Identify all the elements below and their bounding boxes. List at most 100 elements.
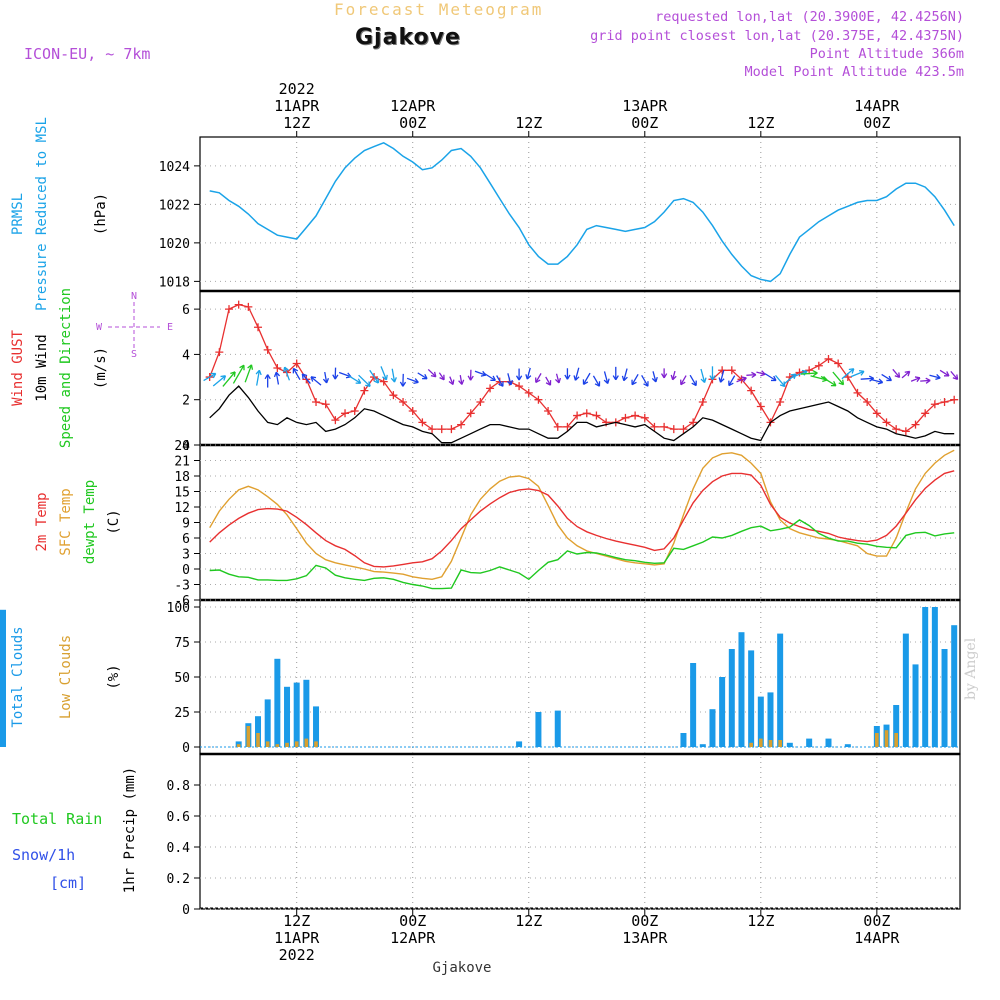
- wind-arrow: [459, 375, 463, 385]
- total-cloud-bar: [931, 607, 938, 747]
- gust-marker: [466, 409, 475, 418]
- compass-s: S: [131, 349, 137, 360]
- total-cloud-bar: [777, 633, 784, 747]
- gust-marker: [563, 422, 572, 431]
- gust-marker: [292, 359, 301, 368]
- wind-arrow: [391, 368, 396, 383]
- panel2-ytick-label-8: 18: [174, 470, 190, 485]
- wind-arrow: [449, 376, 454, 385]
- wind-arrow: [783, 373, 797, 385]
- wind-arrow: [860, 377, 874, 380]
- time-label-bottom-0-1: 11APR: [274, 929, 320, 947]
- total-cloud-bar: [303, 679, 310, 747]
- time-label-top-5-0: 14APR: [854, 97, 900, 115]
- panel0-ytick-label-3: 1024: [159, 160, 190, 175]
- gust-marker: [698, 397, 707, 406]
- time-label-top-4-0: 12Z: [747, 114, 774, 132]
- wind-arrow: [582, 372, 591, 385]
- panel2-ytick-label-9: 21: [174, 455, 190, 470]
- panel1-ytick-label-3: 6: [182, 303, 190, 318]
- wind-arrow: [746, 374, 756, 376]
- wind-arrow-head: [422, 373, 428, 380]
- total-cloud-bar: [767, 692, 774, 747]
- wind-arrow-head: [439, 374, 445, 381]
- gust-marker: [215, 348, 224, 357]
- wind-arrow: [623, 368, 628, 381]
- compass-w: W: [96, 322, 103, 333]
- total-cloud-bar: [941, 649, 948, 747]
- time-label-bottom-0-0: 12Z: [283, 912, 310, 930]
- time-label-bottom-2-0: 12Z: [515, 912, 542, 930]
- panel2-ytick-label-10: 24: [174, 439, 190, 454]
- panel3-ytick-label-4: 100: [167, 601, 190, 616]
- wind-arrow-head: [247, 364, 254, 370]
- gust-marker: [476, 397, 485, 406]
- gust-marker: [428, 425, 437, 434]
- wind-arrow-head: [332, 374, 339, 380]
- wind-arrow: [850, 370, 865, 378]
- wind-arrow: [222, 371, 236, 387]
- gust-marker: [718, 366, 727, 375]
- low-cloud-bar: [256, 733, 260, 747]
- wind-arrow: [764, 373, 777, 382]
- gust-marker: [486, 384, 495, 393]
- wind-arrow-head: [467, 375, 474, 381]
- gust-marker: [573, 411, 582, 420]
- gust-marker: [553, 422, 562, 431]
- gust-marker: [631, 411, 640, 420]
- total-cloud-bar: [699, 744, 706, 747]
- low-cloud-bar: [749, 742, 753, 747]
- wind10-line: [209, 385, 955, 444]
- panel4-ytick-label-3: 0.6: [167, 810, 190, 825]
- gust-marker: [447, 425, 456, 434]
- panel0-ytick-label-1: 1020: [159, 237, 190, 252]
- wind-arrow-head: [886, 375, 892, 382]
- gust-marker: [853, 388, 862, 397]
- gust-marker: [776, 397, 785, 406]
- gust-marker: [814, 361, 823, 370]
- panel1-ytick-label-2: 4: [182, 348, 190, 363]
- total-cloud-bar: [786, 742, 793, 747]
- time-label-top-3-0: 13APR: [622, 97, 668, 115]
- total-cloud-bar: [535, 712, 542, 747]
- low-cloud-bar: [294, 741, 299, 747]
- gust-marker: [872, 409, 881, 418]
- gust-marker: [621, 413, 630, 422]
- gust-marker: [418, 418, 427, 427]
- wind-arrow-head: [770, 375, 777, 382]
- wind-arrow: [380, 366, 388, 381]
- gridpoint-coords: grid point closest lon,lat (20.375E, 42.…: [590, 28, 964, 44]
- wind-arrow-head: [812, 370, 818, 377]
- temp-dew-label: dewpt Temp: [82, 480, 98, 564]
- wind-arrow-head: [700, 377, 707, 384]
- wind-arrow-head: [612, 375, 619, 381]
- wind-arrow: [791, 370, 808, 378]
- gust-marker: [930, 400, 939, 409]
- panel0-ytick-label-0: 1018: [159, 275, 190, 290]
- wind-arrow: [592, 375, 601, 387]
- total-cloud-bar: [0, 695, 6, 747]
- wind-arrow-head: [848, 368, 855, 374]
- gust-marker: [863, 397, 872, 406]
- wind-arrow: [832, 371, 844, 386]
- wind-arrow-head: [373, 378, 380, 384]
- clouds-unit-label: (%): [106, 664, 122, 689]
- wind-arrow: [301, 373, 311, 384]
- time-label-bottom-1-0: 00Z: [399, 912, 426, 930]
- wind-arrow-head: [448, 379, 455, 386]
- wind-arrow-head: [741, 376, 747, 383]
- wind-arrow-head: [935, 373, 941, 381]
- wind-arrow: [939, 369, 950, 377]
- time-label-top-3-1: 00Z: [631, 114, 658, 132]
- panel3-ytick-label-2: 50: [174, 671, 190, 686]
- gust-marker: [882, 418, 891, 427]
- wind-arrow: [292, 368, 301, 380]
- wind-arrow-head: [525, 374, 532, 380]
- wind-arrow: [603, 371, 609, 384]
- panel0-ytick-label-2: 1022: [159, 198, 190, 213]
- panel2-ytick-label-2: 0: [182, 563, 190, 578]
- gust-marker: [312, 397, 321, 406]
- time-label-top-0-1: 11APR: [274, 97, 320, 115]
- wind-unit-label: (m/s): [93, 347, 109, 389]
- wind-arrow: [641, 375, 649, 387]
